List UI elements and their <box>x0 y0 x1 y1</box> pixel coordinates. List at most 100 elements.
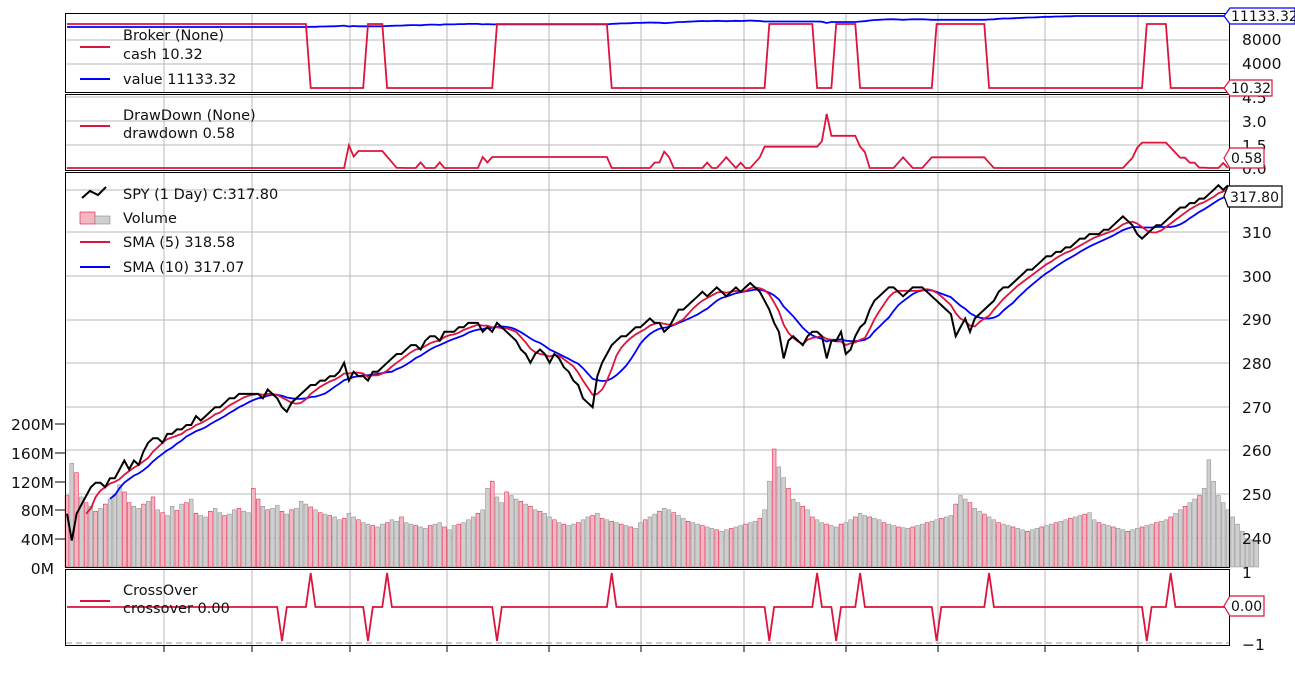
volume-bar <box>131 505 137 568</box>
volume-bar <box>910 526 915 568</box>
volume-bar <box>279 510 285 568</box>
volume-bar <box>1182 505 1188 568</box>
volume-bar <box>700 525 705 568</box>
volume-bar <box>814 519 820 568</box>
volume-bar <box>781 477 786 568</box>
volume-ytick-200M: 200M <box>11 416 54 434</box>
volume-bar <box>948 515 954 568</box>
volume-bar <box>757 518 762 568</box>
volume-bar <box>719 531 724 568</box>
volume-bar <box>1206 459 1212 568</box>
volume-bar <box>996 522 1001 568</box>
volume-bar <box>791 498 796 568</box>
volume-bar <box>356 519 361 568</box>
volume-bar <box>862 515 868 568</box>
close-price-line <box>66 183 1229 541</box>
volume-bar <box>690 522 696 568</box>
volume-ytick-0M: 0M <box>31 560 54 578</box>
volume-bar <box>1221 502 1226 568</box>
grid-lines <box>55 14 1229 645</box>
volume-bar <box>466 519 471 568</box>
volume-bar <box>112 493 117 568</box>
volume-bar <box>322 513 328 568</box>
volume-bar <box>1130 529 1135 568</box>
volume-bar <box>595 513 600 568</box>
volume-bar <box>891 525 896 568</box>
volume-bar <box>1230 516 1235 568</box>
volume-bar <box>752 520 758 568</box>
volume-bar <box>1216 495 1221 568</box>
volume-bar <box>886 523 891 568</box>
volume-bar <box>652 513 657 568</box>
volume-bar <box>241 510 246 568</box>
volume-bar <box>614 522 619 568</box>
volume-bar <box>824 523 829 568</box>
price-y-axis: 310 300 290 280 270 260 250 240 <box>1242 224 1272 548</box>
volume-bar <box>786 488 791 568</box>
volume-bar <box>193 513 199 568</box>
volume-bar <box>881 522 887 568</box>
volume-bar <box>1034 528 1040 568</box>
volume-bar <box>556 522 562 568</box>
volume-bar <box>623 525 629 568</box>
volume-bar <box>1001 523 1006 568</box>
broker-cash-line <box>67 23 1228 89</box>
volume-bar <box>1235 523 1240 568</box>
volume-bar <box>246 512 251 568</box>
price-legend-swatch <box>81 186 107 199</box>
volume-bar <box>924 522 930 568</box>
volume-bar <box>284 513 289 568</box>
volume-bar <box>943 516 949 568</box>
volume-bar <box>1053 522 1059 568</box>
volume-bar <box>150 496 156 568</box>
volume-bar <box>513 498 519 568</box>
volume-bar <box>1192 498 1197 568</box>
volume-bar <box>642 519 648 568</box>
volume-bar <box>795 502 801 568</box>
volume-bar <box>542 513 547 568</box>
volume-bar <box>404 522 409 568</box>
volume-bar <box>174 510 180 568</box>
volume-bar <box>767 480 772 568</box>
volume-bar <box>337 519 342 568</box>
drawdown-value-tag: 0.58 <box>1223 147 1265 169</box>
volume-bar <box>1211 480 1216 568</box>
volume-bar <box>341 518 347 568</box>
volume-bar <box>1139 526 1145 568</box>
volume-bar <box>169 505 175 568</box>
drawdown-ytick-3.0: 3.0 <box>1242 113 1267 131</box>
sma10-line <box>109 194 1229 500</box>
volume-bar <box>738 525 743 568</box>
volume-bar <box>920 523 925 568</box>
volume-bar <box>599 518 605 568</box>
volume-bar <box>270 508 275 568</box>
drawdown-value-tag-text: 0.58 <box>1231 151 1262 167</box>
volume-bar <box>208 510 213 568</box>
volume-bar <box>576 522 581 568</box>
crossover-line <box>67 572 1228 642</box>
price-panel-frame <box>65 172 1230 568</box>
volume-bar <box>179 503 184 568</box>
volume-bar <box>537 510 543 568</box>
volume-bar <box>877 519 882 568</box>
volume-bar <box>1039 526 1044 568</box>
volume-bar <box>571 523 576 568</box>
drawdown-panel-frame <box>65 94 1230 171</box>
volume-bar <box>451 525 457 568</box>
crossover-legend: CrossOver crossover 0.00 <box>80 583 230 617</box>
price-legend: SPY (1 Day) C:317.80 Volume SMA (5) 318.… <box>79 186 278 276</box>
volume-bar <box>533 509 538 568</box>
volume-bar <box>1006 525 1011 568</box>
volume-bar <box>1197 495 1202 568</box>
broker-legend-title: Broker (None) <box>123 28 224 44</box>
volume-bar <box>953 503 958 568</box>
volume-bar <box>289 509 294 568</box>
crossover-legend-value: crossover 0.00 <box>123 601 230 617</box>
volume-bar <box>800 505 805 568</box>
volume-bar <box>1111 526 1116 568</box>
volume-bar <box>709 528 715 568</box>
volume-bar <box>1173 513 1178 568</box>
volume-bar <box>915 525 920 568</box>
volume-bar <box>222 515 227 568</box>
volume-bar <box>872 518 877 568</box>
